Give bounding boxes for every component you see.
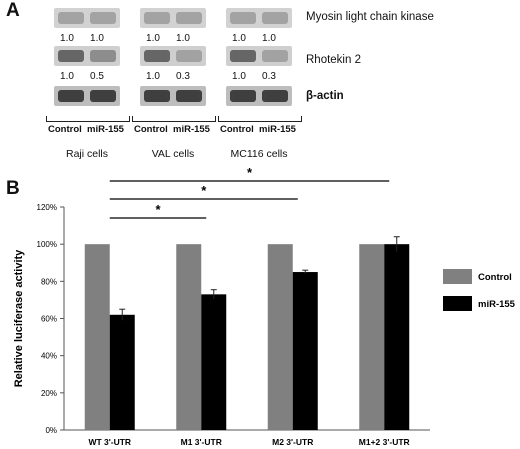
quantification-value: 1.0 <box>146 33 160 44</box>
protein-band <box>90 12 116 24</box>
blot-strip <box>54 86 120 106</box>
bar-mir155 <box>384 244 410 430</box>
x-tick-label: WT 3'-UTR <box>88 437 131 447</box>
protein-band <box>90 90 116 102</box>
y-tick-label: 20% <box>41 389 57 398</box>
significance-star: * <box>201 183 207 198</box>
blot-strip <box>226 46 292 66</box>
significance-star: * <box>247 165 253 180</box>
y-tick-label: 40% <box>41 352 57 361</box>
quantification-value: 1.0 <box>90 33 104 44</box>
quantification-value: 1.0 <box>232 71 246 82</box>
y-tick-label: 100% <box>37 240 57 249</box>
blot-strip <box>140 46 206 66</box>
protein-band <box>230 12 256 24</box>
quantification-value: 0.3 <box>176 71 190 82</box>
legend-label: miR-155 <box>478 299 516 310</box>
protein-band <box>230 90 256 102</box>
quantification-value: 1.0 <box>232 33 246 44</box>
cell-line-label: MC116 cells <box>230 148 288 160</box>
protein-band <box>262 50 288 62</box>
panel-a-letter: A <box>6 0 20 21</box>
protein-band <box>58 90 84 102</box>
protein-band <box>176 90 202 102</box>
protein-band <box>144 90 170 102</box>
y-tick-label: 80% <box>41 277 57 286</box>
protein-label-rhotekin: Rhotekin 2 <box>306 54 361 66</box>
bar-control <box>84 244 110 430</box>
y-axis-label: Relative luciferase activity <box>13 249 25 387</box>
bar-control <box>267 244 293 430</box>
x-tick-label: M1 3'-UTR <box>181 437 222 447</box>
protein-band <box>262 12 288 24</box>
lane-label-control: Control <box>134 124 168 135</box>
group-bracket <box>46 116 130 122</box>
quantification-value: 1.0 <box>146 71 160 82</box>
legend-swatch <box>443 269 472 284</box>
y-tick-label: 120% <box>37 203 57 212</box>
x-tick-label: M1+2 3'-UTR <box>359 437 410 447</box>
significance-star: * <box>155 202 161 217</box>
quantification-value: 1.0 <box>60 33 74 44</box>
x-tick-label: M2 3'-UTR <box>272 437 313 447</box>
blot-strip <box>54 46 120 66</box>
bar-mir155 <box>292 272 318 430</box>
protein-band <box>176 12 202 24</box>
bar-control <box>359 244 385 430</box>
blot-strip <box>140 86 206 106</box>
lane-label-mir155: miR-155 <box>87 124 124 135</box>
protein-band <box>144 12 170 24</box>
protein-band <box>176 50 202 62</box>
protein-band <box>230 50 256 62</box>
blot-strip <box>226 86 292 106</box>
group-bracket <box>132 116 216 122</box>
legend-label: Control <box>478 272 512 283</box>
blot-strip <box>226 8 292 28</box>
protein-label-mlck: Myosin light chain kinase <box>306 11 434 23</box>
blot-strip <box>54 8 120 28</box>
legend-swatch <box>443 296 472 311</box>
quantification-value: 0.3 <box>262 71 276 82</box>
protein-band <box>58 12 84 24</box>
quantification-value: 1.0 <box>176 33 190 44</box>
lane-label-control: Control <box>48 124 82 135</box>
quantification-value: 1.0 <box>262 33 276 44</box>
bar-mir155 <box>109 314 135 430</box>
lane-label-mir155: miR-155 <box>173 124 210 135</box>
lane-label-mir155: miR-155 <box>259 124 296 135</box>
lane-label-control: Control <box>220 124 254 135</box>
cell-line-label: VAL cells <box>151 148 195 160</box>
bar-mir155 <box>201 294 227 430</box>
protein-band <box>58 50 84 62</box>
panel-b-letter: B <box>6 178 20 199</box>
protein-band <box>144 50 170 62</box>
protein-label-actin: β-actin <box>306 90 344 102</box>
protein-band <box>262 90 288 102</box>
group-bracket <box>218 116 302 122</box>
y-tick-label: 0% <box>45 426 57 435</box>
quantification-value: 1.0 <box>60 71 74 82</box>
blot-strip <box>140 8 206 28</box>
y-tick-label: 60% <box>41 315 57 324</box>
bar-control <box>176 244 202 430</box>
quantification-value: 0.5 <box>90 71 104 82</box>
cell-line-label: Raji cells <box>65 148 108 160</box>
protein-band <box>90 50 116 62</box>
